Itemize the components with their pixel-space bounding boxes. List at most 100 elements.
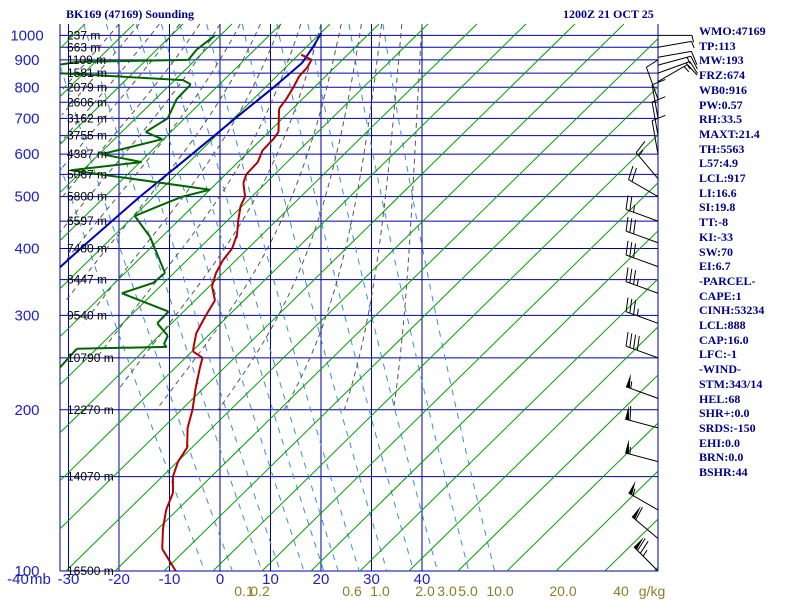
mixing-ratio-line bbox=[160, 23, 325, 572]
dry-adiabat bbox=[310, 230, 659, 572]
wind-barb bbox=[625, 331, 659, 359]
barb-flag bbox=[637, 538, 646, 551]
barb-staff bbox=[657, 64, 688, 82]
moist-adiabat bbox=[217, 23, 362, 411]
barb-staff bbox=[631, 516, 659, 539]
mixing-ratio-label: 5.0 bbox=[458, 583, 478, 599]
mixing-ratio-label: g/kg bbox=[639, 583, 665, 599]
index-item: TT:-8 bbox=[699, 215, 729, 230]
barb-staff bbox=[633, 546, 659, 572]
wind-barb bbox=[651, 78, 666, 119]
dry-adiabat bbox=[212, 134, 659, 572]
barb-flag bbox=[651, 96, 666, 103]
index-item: CAPE:1 bbox=[699, 288, 742, 303]
pressure-grid bbox=[59, 24, 659, 572]
barb-staff bbox=[625, 230, 659, 244]
barb-flag bbox=[633, 219, 637, 234]
dry-adiabat bbox=[261, 182, 659, 572]
temperature-trace bbox=[161, 53, 313, 572]
pressure-label: 100 bbox=[14, 563, 39, 580]
height-label: 663 m bbox=[67, 40, 100, 54]
moist-adiabat bbox=[343, 23, 403, 410]
moist-adiabat bbox=[96, 23, 302, 359]
temperature-tick-label: -20 bbox=[108, 571, 130, 588]
parcel-trace bbox=[59, 32, 323, 269]
barb-flag bbox=[690, 56, 698, 70]
dry-adiabat bbox=[359, 278, 659, 572]
mixing-ratio-line bbox=[135, 23, 305, 572]
index-item: EI:6.7 bbox=[699, 259, 731, 274]
moist-adiabat bbox=[156, 23, 342, 411]
dry-adiabat bbox=[114, 38, 659, 572]
barb-staff bbox=[628, 179, 659, 198]
height-label: 5800 m bbox=[67, 190, 107, 204]
barb-half-flag bbox=[636, 278, 639, 286]
sounding-time: 1200Z 21 OCT 25 bbox=[563, 7, 654, 21]
mixing-ratio-line bbox=[241, 23, 388, 572]
mixing-ratio-line bbox=[206, 23, 360, 572]
height-label: 10790 m bbox=[67, 351, 114, 365]
index-item: CAP:16.0 bbox=[699, 332, 749, 347]
barb-staff bbox=[657, 50, 692, 58]
barb-staff bbox=[657, 40, 692, 48]
index-item: KI:-33 bbox=[699, 229, 733, 244]
pressure-label: 400 bbox=[14, 241, 39, 258]
barb-flag bbox=[629, 218, 633, 233]
mixing-ratio-label: 0.2 bbox=[250, 583, 270, 599]
dry-adiabat bbox=[506, 422, 659, 572]
barb-half-flag bbox=[642, 549, 648, 557]
barb-staff bbox=[625, 281, 659, 294]
index-item: -WIND- bbox=[699, 362, 741, 377]
barb-staff bbox=[657, 55, 691, 66]
height-label: 6597 m bbox=[67, 214, 107, 228]
temperature-tick-label: 40 bbox=[414, 571, 431, 588]
barb-flag bbox=[633, 270, 637, 285]
index-item: CINH:53234 bbox=[699, 303, 765, 318]
dry-adiabat bbox=[555, 470, 659, 572]
wind-barb bbox=[625, 195, 659, 222]
barb-flag bbox=[625, 267, 629, 282]
barb-flag bbox=[629, 406, 632, 421]
barb-flag bbox=[629, 298, 633, 314]
dry-adiabats bbox=[59, 23, 659, 572]
barb-half-flag bbox=[686, 57, 691, 64]
height-label: 3162 m bbox=[67, 111, 107, 125]
pressure-unit-label: mb bbox=[30, 571, 51, 588]
index-item: MAXT:21.4 bbox=[699, 126, 760, 141]
wind-barb bbox=[625, 297, 659, 324]
moist-adiabat bbox=[65, 23, 261, 301]
barb-flag bbox=[631, 167, 637, 182]
barb-half-flag bbox=[691, 41, 695, 49]
index-item: TH:5563 bbox=[699, 141, 745, 156]
barb-flag bbox=[687, 64, 698, 76]
moist-adiabat bbox=[60, 23, 241, 267]
pressure-label: 600 bbox=[14, 146, 39, 163]
index-item: HEL:68 bbox=[699, 391, 741, 406]
barb-staff bbox=[625, 345, 659, 359]
wind-barb bbox=[658, 34, 694, 43]
temperature-tick-label: -40 bbox=[7, 571, 29, 588]
wind-barb bbox=[625, 240, 659, 268]
barb-staff bbox=[625, 254, 659, 268]
mixing-ratio-lines bbox=[59, 23, 496, 572]
isotherm-grid bbox=[67, 24, 423, 571]
wind-barb bbox=[625, 216, 659, 244]
wind-barb bbox=[657, 40, 695, 49]
wind-barb bbox=[628, 165, 659, 198]
temperature-tick-label: 20 bbox=[313, 571, 330, 588]
index-item: L57:4.9 bbox=[699, 156, 738, 171]
barb-flag bbox=[639, 541, 649, 554]
moist-adiabat bbox=[283, 23, 383, 411]
height-label: 2079 m bbox=[67, 80, 107, 94]
index-item: LCL:917 bbox=[699, 171, 746, 186]
dry-adiabat bbox=[59, 23, 331, 290]
pressure-label: 200 bbox=[14, 402, 39, 419]
mixing-ratio-line bbox=[307, 23, 438, 572]
indices-panel: WMO:47169 TP:113 MW:193 FRZ:674 WB0:916 PW:0.… bbox=[699, 24, 799, 480]
barb-flag bbox=[636, 336, 640, 351]
barb-flag bbox=[635, 141, 646, 153]
barb-half-flag bbox=[638, 149, 644, 157]
barb-half-flag bbox=[691, 35, 694, 43]
mixing-ratio-label: 0.6 bbox=[342, 583, 362, 599]
